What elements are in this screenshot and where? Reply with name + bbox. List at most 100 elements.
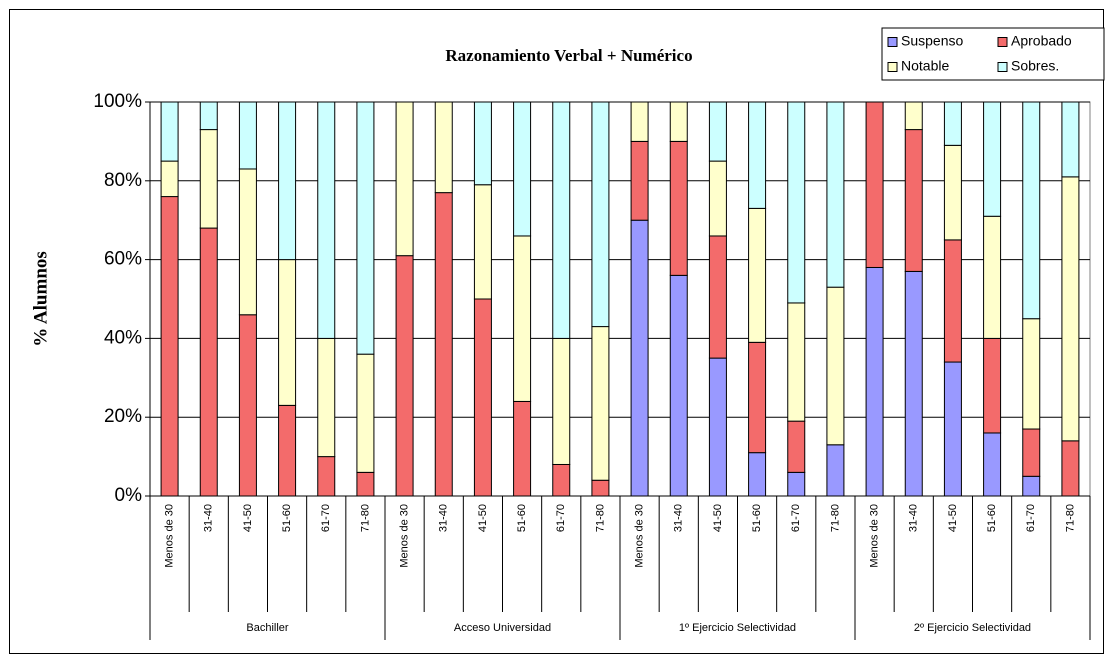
bar-segment (238, 101, 257, 170)
bar-segment (943, 101, 962, 146)
bar-segment (356, 353, 375, 473)
x-tick-label: 41-50 (477, 504, 489, 532)
group-label: Bachiller (246, 622, 289, 634)
bar-segment (669, 140, 688, 276)
bar-segment (199, 129, 218, 229)
x-tick-label: Menos de 30 (398, 504, 410, 568)
legend-swatch (997, 37, 1008, 47)
x-tick-label: 41-50 (947, 504, 959, 532)
bar-segment (238, 168, 257, 316)
x-tick-label: 31-40 (673, 504, 685, 532)
bar-segment (1022, 428, 1041, 477)
bar-segment (630, 101, 649, 142)
bar-segment (434, 192, 453, 497)
bar-segment (591, 326, 610, 481)
x-tick-label: Menos de 30 (163, 504, 175, 568)
x-tick-label: 61-70 (1025, 504, 1037, 532)
bar-segment (904, 270, 923, 497)
bar-segment (199, 227, 218, 497)
bar-segment (552, 463, 571, 497)
chart-title: Razonamiento Verbal + Numérico (445, 46, 692, 65)
bar-segment (787, 302, 806, 422)
bar-segment (748, 452, 767, 497)
bar-segment (630, 219, 649, 497)
bar-segment (748, 341, 767, 454)
y-tick-label: 0% (115, 485, 143, 506)
bar-segment (787, 101, 806, 304)
x-tick-label: 31-40 (438, 504, 450, 532)
legend-swatch (997, 62, 1008, 72)
x-tick-label: Menos de 30 (868, 504, 880, 568)
y-axis-label: % Alumnos (30, 251, 51, 347)
bar-segment (591, 101, 610, 328)
legend-swatch (887, 62, 898, 72)
bar-segment (1061, 101, 1080, 178)
bar-segment (278, 259, 297, 406)
bar-segment (748, 207, 767, 343)
legend-label: Suspenso (901, 33, 963, 49)
x-tick-label: 71-80 (594, 504, 606, 532)
bar-segment (513, 400, 532, 497)
bar-segment (826, 101, 845, 288)
x-tick-label: 61-70 (555, 504, 567, 532)
legend-label: Notable (901, 58, 949, 74)
bar-segment (865, 101, 884, 268)
bar-segment (943, 144, 962, 241)
bar-segment (943, 239, 962, 363)
bar-segment (826, 286, 845, 446)
bar-segment (434, 101, 453, 194)
y-tick-label: 20% (104, 406, 142, 427)
bar-segment (748, 101, 767, 209)
bar-segment (1061, 176, 1080, 442)
bar-segment (787, 471, 806, 497)
y-tick-label: 60% (104, 249, 142, 270)
bar-segment (199, 101, 218, 131)
x-tick-label: 61-70 (790, 504, 802, 532)
bar-segment (513, 101, 532, 237)
x-tick-label: 71-80 (359, 504, 371, 532)
bar-segment (160, 196, 179, 497)
group-label: 2º Ejercicio Selectividad (914, 622, 1031, 634)
x-tick-label: 61-70 (320, 504, 332, 532)
bar-segment (473, 184, 492, 300)
bar-segment (160, 160, 179, 198)
bar-segment (983, 101, 1002, 217)
bar-segment (473, 298, 492, 497)
bar-segment (983, 337, 1002, 434)
bar-segment (1022, 318, 1041, 430)
bar-segment (356, 471, 375, 497)
bar-segment (669, 274, 688, 497)
plot-area (149, 101, 1091, 497)
bar-segment (826, 444, 845, 497)
bar-segment (708, 101, 727, 162)
bar-segment (865, 266, 884, 497)
bar-segment (708, 235, 727, 359)
x-tick-label: 51-60 (751, 504, 763, 532)
x-tick-label: 31-40 (908, 504, 920, 532)
x-tick-label: 71-80 (1064, 504, 1076, 532)
bar-segment (787, 420, 806, 473)
bar-segment (317, 456, 336, 497)
bar-segment (552, 101, 571, 339)
bar-segment (983, 432, 1002, 497)
bar-segment (473, 101, 492, 186)
legend-swatch (887, 37, 898, 47)
bar-segment (1061, 440, 1080, 497)
group-label: Acceso Universidad (454, 622, 551, 634)
x-tick-label: 31-40 (203, 504, 215, 532)
bar-segment (238, 314, 257, 497)
bar-segment (1022, 475, 1041, 497)
bar-segment (160, 101, 179, 162)
bar-segment (395, 255, 414, 497)
bar-segment (591, 479, 610, 497)
y-tick-label: 100% (93, 91, 142, 112)
bar-segment (708, 160, 727, 237)
x-tick-label: 51-60 (516, 504, 528, 532)
bar-segment (513, 235, 532, 402)
x-tick-label: 51-60 (281, 504, 293, 532)
bar-segment (943, 361, 962, 497)
bar-segment (983, 215, 1002, 339)
bar-segment (317, 337, 336, 458)
x-tick-label: 71-80 (829, 504, 841, 532)
bar-segment (669, 101, 688, 142)
